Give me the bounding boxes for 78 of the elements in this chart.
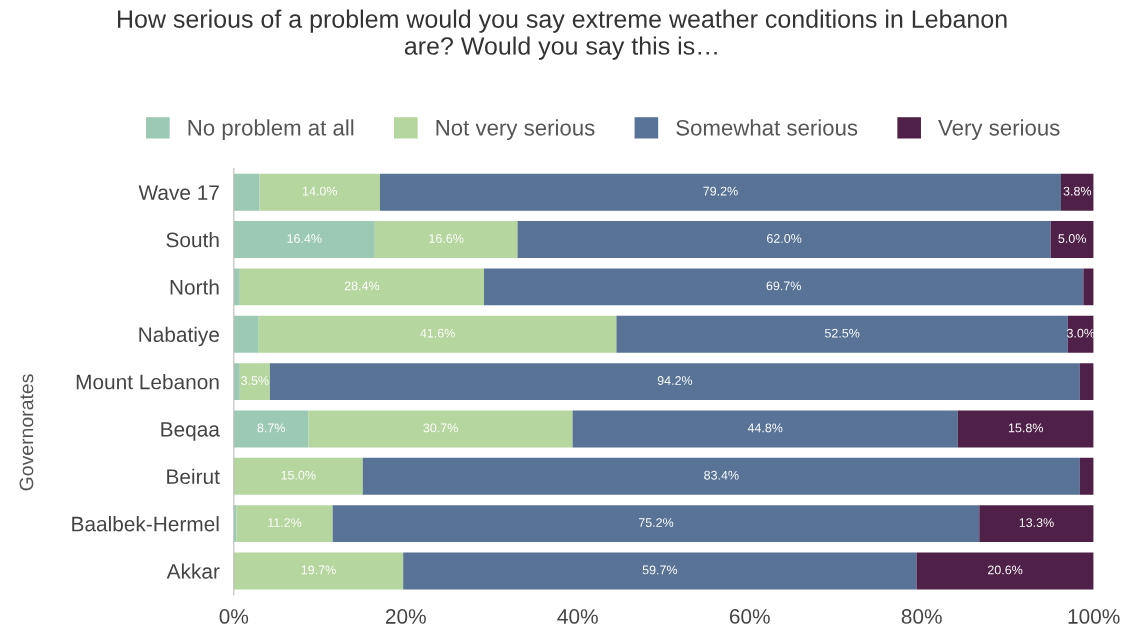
bar <box>233 268 240 306</box>
data-label: 3.8% <box>1063 186 1092 196</box>
bar <box>233 221 375 259</box>
bar <box>616 315 1068 353</box>
data-label: 52.5% <box>824 328 860 338</box>
data-label: 30.7% <box>423 423 458 433</box>
bar <box>233 457 363 495</box>
bar <box>239 268 485 306</box>
data-label: 3.5% <box>241 376 269 385</box>
y-tick-label: Mount Lebanon <box>76 374 219 390</box>
bar <box>379 173 1061 211</box>
y-tick-label: North <box>170 279 219 295</box>
data-label: 8.7% <box>257 423 285 433</box>
bar <box>957 410 1094 448</box>
bar <box>1050 221 1094 259</box>
bar <box>916 552 1094 590</box>
bar <box>1083 268 1094 306</box>
data-label: 16.4% <box>287 234 322 243</box>
data-label: 13.3% <box>1019 518 1054 527</box>
bar <box>374 221 518 259</box>
bar <box>1060 173 1094 211</box>
y-tick-label: Akkar <box>166 563 220 579</box>
data-label: 19.7% <box>301 565 336 575</box>
data-label: 15.0% <box>281 470 316 480</box>
data-label: 15.8% <box>1008 423 1043 433</box>
data-label: 16.6% <box>429 234 464 243</box>
bar <box>269 363 1080 401</box>
x-tick-label: 100% <box>1068 609 1120 624</box>
data-label: 41.6% <box>420 328 455 338</box>
bar <box>1079 457 1094 495</box>
data-label: 62.0% <box>767 234 802 243</box>
data-label: 79.2% <box>703 186 738 196</box>
data-label: 44.8% <box>747 423 783 433</box>
text: Governorates <box>19 374 34 491</box>
y-tick-label: Beirut <box>167 468 220 485</box>
x-tick-label: 60% <box>729 609 770 624</box>
bar <box>403 552 917 590</box>
data-label: 5.0% <box>1058 234 1086 243</box>
data-label: 14.0% <box>303 186 338 196</box>
y-tick-label: Beqaa <box>161 422 220 441</box>
legend-label: No problem at all <box>188 119 354 141</box>
bar <box>979 505 1094 543</box>
data-label: 20.6% <box>987 565 1023 575</box>
bar <box>308 410 573 448</box>
data-label: 94.2% <box>657 376 693 385</box>
bar <box>233 552 404 590</box>
bar <box>236 505 333 543</box>
data-label: 59.7% <box>642 565 678 575</box>
data-label: 28.4% <box>344 281 380 291</box>
x-tick-label: 80% <box>901 609 942 624</box>
bar <box>233 315 259 353</box>
bar <box>233 363 240 401</box>
x-tick-label: 20% <box>385 609 426 624</box>
y-tick-label: Baalbek-Hermel <box>72 516 219 532</box>
y-tick-label: Wave 17 <box>138 185 219 200</box>
legend-label: Very serious <box>938 119 1060 141</box>
bar <box>258 315 617 353</box>
chart-title: How serious of a problem would you say extreme weather conditions in Lebanon are? Would you say this is… <box>118 9 1007 60</box>
x-tick-label: 0% <box>219 609 249 624</box>
legend-label: Somewhat serious <box>676 119 858 136</box>
bar <box>259 173 380 211</box>
data-label: 69.7% <box>766 281 801 291</box>
bar <box>572 410 958 448</box>
data-label: 75.2% <box>638 518 674 527</box>
legend-label: Not very serious <box>436 119 595 141</box>
y-tick-label: Nabatiye <box>139 326 219 347</box>
bar <box>517 221 1051 259</box>
x-tick-label: 40% <box>557 609 598 624</box>
bar <box>233 410 309 448</box>
data-label: 83.4% <box>704 470 739 480</box>
bar <box>362 457 1080 495</box>
bar <box>233 173 260 211</box>
bar <box>332 505 980 543</box>
bar <box>1079 363 1094 401</box>
y-tick-label: South <box>166 232 219 248</box>
bar <box>484 268 1084 306</box>
bar <box>239 363 270 401</box>
data-label: 11.2% <box>268 518 302 527</box>
